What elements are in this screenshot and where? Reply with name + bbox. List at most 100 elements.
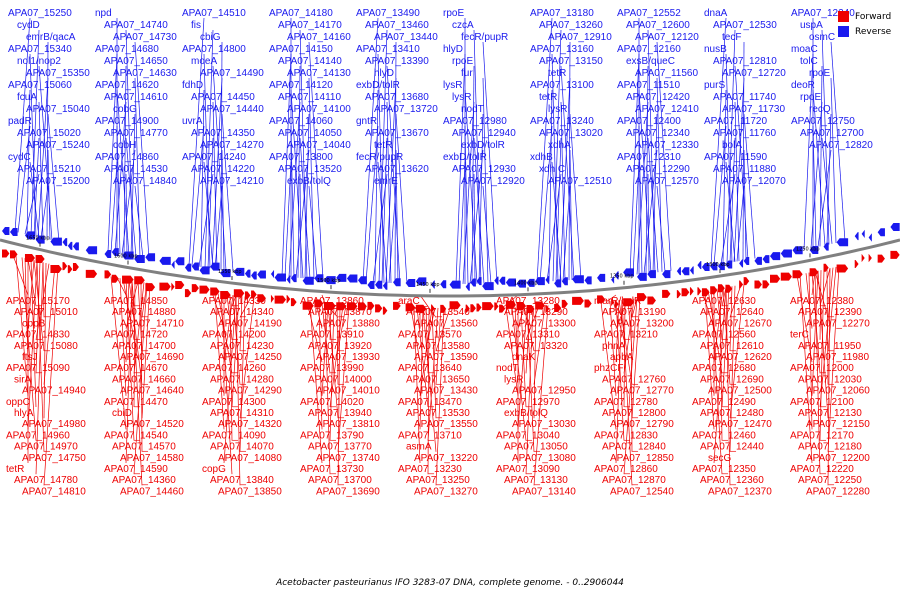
gene-label: gntR [356, 116, 377, 127]
leader-line [200, 89, 205, 268]
forward-gene-arrow [697, 287, 702, 296]
forward-gene-arrow [754, 280, 762, 289]
leader-line [600, 301, 617, 430]
reverse-gene-arrow [274, 273, 286, 282]
gene-label: APA07_12130 [798, 408, 862, 419]
forward-gene-arrow [251, 290, 257, 299]
forward-gene-arrow [233, 289, 245, 298]
reverse-gene-arrow [710, 262, 718, 271]
gene-label: APA07_13050 [504, 442, 568, 453]
gene-label: APA07_12150 [806, 419, 870, 430]
leader-line [203, 53, 211, 269]
reverse-gene-arrow [877, 228, 885, 237]
gene-label: APA07_11590 [704, 152, 767, 163]
gene-label: copG [202, 464, 226, 475]
gene-label: APA07_12910 [548, 32, 612, 43]
gene-label: APA07_12180 [798, 442, 862, 453]
forward-gene-arrow [681, 288, 690, 297]
tick-label: 1400 kbp [514, 280, 538, 286]
gene-label: APA07_12460 [692, 430, 756, 441]
gene-label: APA07_12630 [692, 296, 756, 307]
leader-line [722, 287, 731, 385]
gene-label: fur [461, 68, 473, 79]
gene-label: APA07_14980 [22, 419, 86, 430]
gene-label: APA07_12920 [461, 176, 525, 187]
gene-label: APA07_13740 [316, 453, 380, 464]
leader-line [116, 277, 127, 296]
tick-label: 1450 kbp [416, 282, 440, 288]
gene-label: asmA [406, 442, 432, 453]
forward-gene-arrow [868, 254, 872, 263]
leader-line [478, 113, 484, 284]
reverse-gene-arrow [111, 248, 119, 257]
leader-line [652, 113, 658, 273]
gene-label: APA07_13560 [414, 318, 478, 329]
forward-gene-arrow [780, 272, 792, 281]
forward-gene-arrow [717, 284, 725, 293]
leader-line [827, 266, 840, 452]
forward-gene-arrow [72, 263, 79, 272]
forward-gene-arrow [710, 286, 718, 295]
leader-line [374, 89, 379, 283]
reverse-gene-arrow [314, 274, 324, 283]
reverse-gene-arrow [233, 267, 245, 276]
gene-label: APA07_12850 [610, 453, 674, 464]
leader-line [799, 274, 813, 464]
forward-gene-arrow [24, 253, 35, 262]
gene-label: APA07_11730 [722, 104, 785, 115]
gene-label: APA07_13310 [496, 330, 560, 341]
reverse-gene-arrow [836, 238, 849, 247]
gene-label: APA07_15040 [26, 104, 90, 115]
leader-line [21, 257, 37, 441]
forward-gene-arrow [382, 306, 388, 315]
reverse-gene-arrow [614, 271, 619, 280]
leader-line [130, 113, 136, 257]
forward-gene-arrow [302, 301, 314, 310]
leader-line [615, 299, 623, 464]
leader-line [419, 307, 424, 430]
reverse-gene-arrow [171, 260, 175, 269]
reverse-gene-arrow [494, 276, 499, 285]
forward-gene-arrow [494, 302, 499, 311]
leader-line [819, 269, 825, 441]
forward-gene-arrow [792, 270, 803, 279]
leader-line [239, 296, 246, 452]
leader-line [27, 260, 35, 329]
gene-label: nusB [704, 44, 727, 55]
gene-label: tolC [800, 56, 818, 67]
gene-label: lysR [504, 374, 523, 385]
gene-label: APA07_13850 [218, 486, 282, 497]
leader-line [473, 137, 485, 284]
leader-line [36, 260, 45, 452]
leader-line [204, 29, 214, 268]
gene-label: fdhD [182, 80, 203, 91]
leader-line [726, 29, 736, 263]
leader-line [239, 296, 243, 352]
gene-label: APA07_14090 [202, 430, 266, 441]
gene-label: dnaA [704, 8, 728, 19]
reverse-swatch [838, 26, 849, 37]
forward-gene-arrow [191, 284, 199, 293]
leader-line [327, 303, 339, 419]
gene-label: APA07_13430 [414, 386, 478, 397]
leader-line [395, 113, 408, 284]
gene-label: APA07_14470 [104, 397, 168, 408]
gene-label: APA07_15350 [26, 68, 90, 79]
leader-line [533, 305, 546, 385]
leader-line [40, 185, 49, 238]
forward-gene-arrow [184, 289, 192, 298]
reverse-gene-arrow [717, 262, 725, 271]
gene-label: APA07_12160 [617, 44, 681, 55]
gene-label: APA07_13460 [365, 20, 429, 31]
gene-label: APA07_14810 [22, 486, 86, 497]
gene-label: APA07_12420 [626, 92, 690, 103]
gene-label: APA07_12670 [708, 318, 772, 329]
gene-label: APA07_14000 [308, 374, 372, 385]
leader-line [321, 303, 329, 396]
gene-label: APA07_13240 [530, 116, 594, 127]
leader-line [235, 295, 241, 486]
leader-line [812, 125, 817, 248]
leader-line [615, 300, 625, 441]
leader-line [214, 185, 223, 269]
gene-label: APA07_14630 [113, 68, 177, 79]
